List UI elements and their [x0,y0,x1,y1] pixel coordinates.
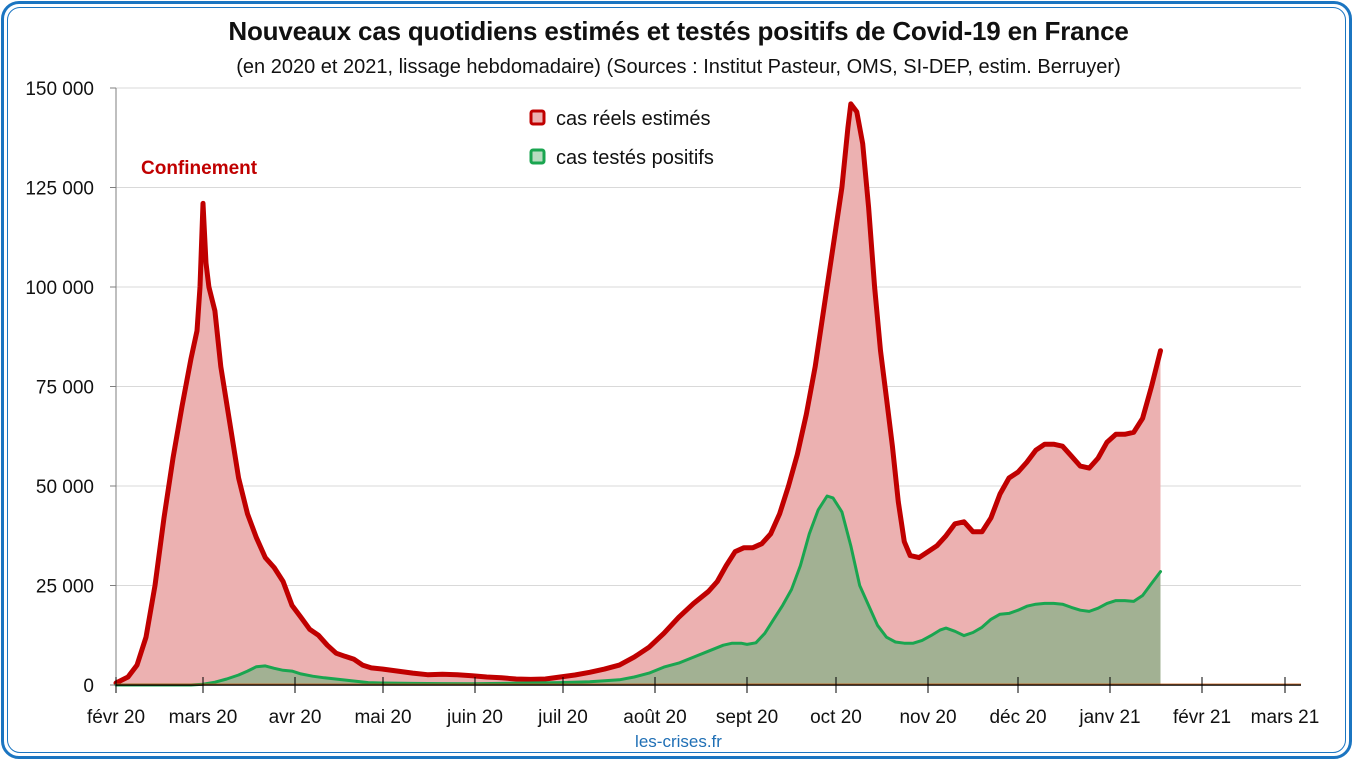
y-tick-label: 150 000 [25,79,94,100]
legend: cas réels estimés cas testés positifs [529,108,714,169]
x-tick-label: mars 20 [169,707,238,728]
legend-label-tested: cas testés positifs [556,147,714,169]
x-tick-label: avr 20 [269,707,322,728]
legend-item-tested: cas testés positifs [529,147,714,169]
x-tick-label: juin 20 [446,707,503,728]
series-area-1 [116,496,1161,685]
y-tick-label: 0 [83,676,94,697]
series-line-0 [113,101,1163,686]
legend-label-estimated: cas réels estimés [556,108,711,130]
x-tick-label: mars 21 [1251,707,1320,728]
series-areas [113,101,1163,687]
x-tick-label: nov 20 [899,707,956,728]
x-tick-label: oct 20 [810,707,862,728]
x-tick-label: févr 20 [87,707,145,728]
legend-swatch-tested [529,148,546,165]
grid-lines [116,87,1301,586]
y-tick-label: 100 000 [25,278,94,299]
source-credit: les-crises.fr [635,732,722,751]
x-tick-label: déc 20 [989,707,1046,728]
y-axis-ticks: 0 25 000 50 000 75 000 100 000 125 000 150 000 [25,79,116,697]
series-area-0 [116,103,1161,685]
x-tick-label: janv 21 [1078,707,1140,728]
x-axis-ticks: févr 20 mars 20 avr 20 mai 20 juin 20 juil 20… [87,677,1319,728]
y-tick-label: 75 000 [36,378,94,399]
x-tick-label: sept 20 [716,707,778,728]
x-tick-label: juil 20 [537,707,588,728]
chart-subtitle: (en 2020 et 2021, lissage hebdomadaire) … [236,56,1121,78]
annotation-confinement: Confinement [141,158,258,179]
chart-title: Nouveaux cas quotidiens estimés et testé… [228,16,1129,46]
x-tick-label: mai 20 [354,707,411,728]
series-line-1 [114,494,1162,687]
x-tick-label: août 20 [623,707,686,728]
x-tick-label: févr 21 [1173,707,1231,728]
y-tick-label: 25 000 [36,577,94,598]
legend-swatch-estimated [529,109,546,126]
y-tick-label: 50 000 [36,477,94,498]
chart-frame-inner [7,7,1346,753]
y-tick-label: 125 000 [25,179,94,200]
legend-item-estimated: cas réels estimés [529,108,711,130]
